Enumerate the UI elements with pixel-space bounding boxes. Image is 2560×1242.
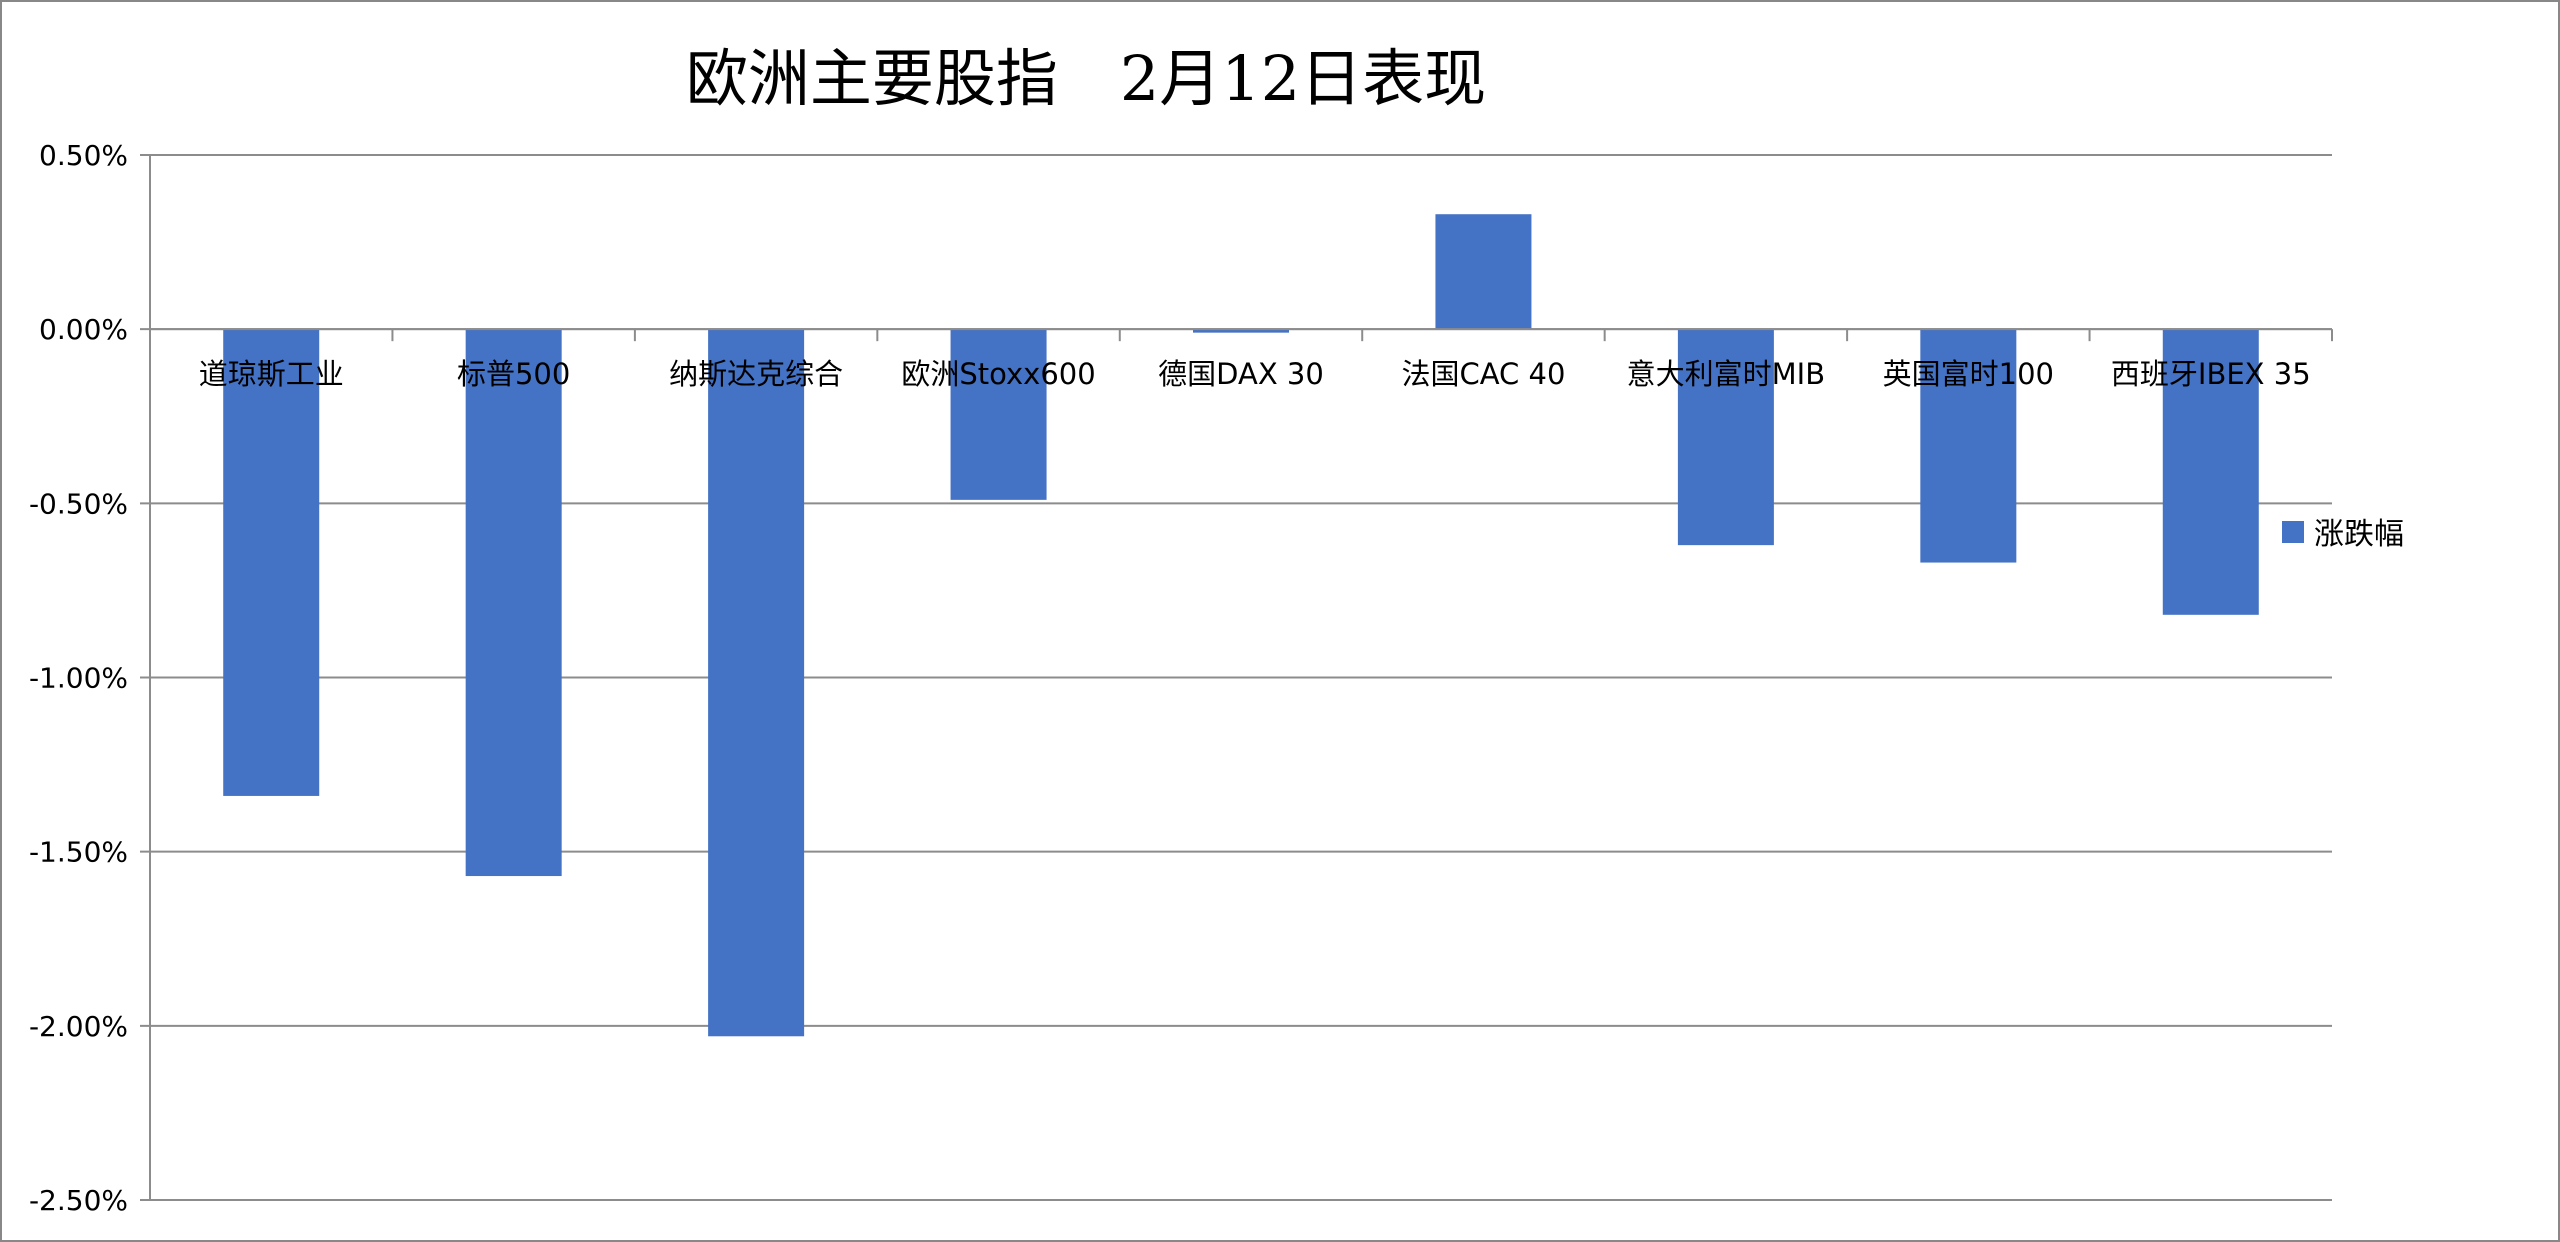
y-tick-label: 0.00%	[39, 313, 128, 346]
bar	[1677, 329, 1774, 546]
y-tick-label: -0.50%	[29, 487, 128, 520]
legend-label: 涨跌幅	[2314, 517, 2404, 552]
bar	[223, 329, 320, 796]
bar	[1193, 329, 1289, 333]
category-label: 西班牙IBEX 35	[2111, 357, 2311, 391]
category-label: 纳斯达克综合	[669, 357, 843, 391]
legend-swatch	[2282, 521, 2304, 543]
bars	[223, 214, 2259, 1037]
bar	[465, 329, 562, 877]
bar	[708, 329, 805, 1037]
bar	[950, 329, 1047, 500]
y-tick-label: -1.00%	[29, 662, 128, 695]
x-axis	[149, 328, 2333, 342]
category-labels: 道琼斯工业 标普500 纳斯达克综合 欧洲Stoxx600 德国DAX 30 法国CAC …	[199, 357, 2311, 391]
bar	[1920, 329, 2017, 563]
category-label: 英国富时100	[1883, 357, 2054, 391]
category-label: 道琼斯工业	[199, 357, 344, 391]
category-label: 德国DAX 30	[1158, 357, 1324, 391]
bar	[2162, 329, 2259, 615]
y-axis-ticks: 0.50% 0.00% -0.50% -1.00% -1.50% -2.00% -2.50%	[29, 139, 128, 1217]
bar	[1435, 214, 1532, 330]
y-tick-label: -1.50%	[29, 836, 128, 869]
chart-title: 欧洲主要股指 2月12日表现	[686, 42, 1486, 115]
y-tick-label: -2.00%	[29, 1010, 128, 1043]
y-tick-label: 0.50%	[39, 139, 128, 172]
category-label: 欧洲Stoxx600	[901, 357, 1095, 391]
y-tick-label: -2.50%	[29, 1184, 128, 1217]
category-label: 意大利富时MIB	[1627, 357, 1825, 391]
category-label: 法国CAC 40	[1401, 357, 1565, 391]
legend: 涨跌幅	[2282, 517, 2404, 552]
category-label: 标普500	[457, 357, 570, 391]
